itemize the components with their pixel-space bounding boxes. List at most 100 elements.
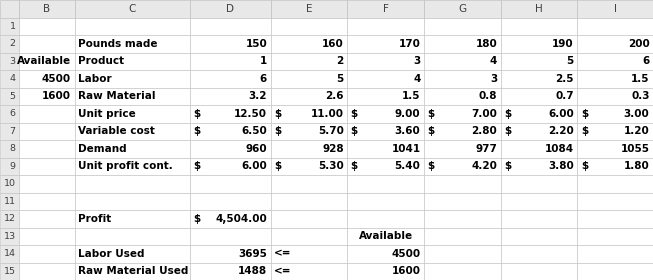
- Text: Profit: Profit: [78, 214, 111, 224]
- Bar: [0, 245, 19, 263]
- Bar: [189, 245, 270, 263]
- Text: Unit profit cont.: Unit profit cont.: [78, 161, 173, 171]
- Bar: [19, 123, 74, 140]
- Text: 5.70: 5.70: [318, 126, 343, 136]
- Bar: [189, 0, 270, 17]
- Text: 14: 14: [4, 249, 16, 258]
- Text: 170: 170: [398, 39, 421, 49]
- Text: Labor Used: Labor Used: [78, 249, 144, 259]
- Bar: [347, 18, 424, 35]
- Text: $: $: [581, 109, 588, 119]
- Bar: [0, 35, 19, 53]
- Bar: [270, 140, 347, 157]
- Bar: [501, 245, 577, 263]
- Bar: [577, 157, 653, 175]
- Bar: [74, 175, 189, 193]
- Text: 1600: 1600: [392, 266, 421, 276]
- Text: $: $: [351, 109, 358, 119]
- Text: Raw Material Used: Raw Material Used: [78, 266, 189, 276]
- Text: 4.20: 4.20: [471, 161, 497, 171]
- Bar: [424, 35, 501, 53]
- Text: 960: 960: [246, 144, 267, 154]
- Bar: [189, 35, 270, 53]
- Bar: [270, 70, 347, 88]
- Bar: [577, 263, 653, 280]
- Text: $: $: [193, 109, 200, 119]
- Bar: [424, 245, 501, 263]
- Bar: [189, 123, 270, 140]
- Text: H: H: [535, 4, 543, 14]
- Text: 190: 190: [552, 39, 574, 49]
- Bar: [501, 263, 577, 280]
- Text: $: $: [274, 126, 281, 136]
- Text: 8: 8: [10, 144, 16, 153]
- Bar: [0, 123, 19, 140]
- Text: 13: 13: [3, 232, 16, 241]
- Text: 10: 10: [4, 179, 16, 188]
- Text: 6.00: 6.00: [548, 109, 574, 119]
- Bar: [0, 227, 19, 245]
- Text: 1084: 1084: [545, 144, 574, 154]
- Bar: [19, 105, 74, 123]
- Bar: [577, 53, 653, 70]
- Bar: [577, 175, 653, 193]
- Text: 0.7: 0.7: [555, 91, 574, 101]
- Text: 0.8: 0.8: [479, 91, 497, 101]
- Bar: [74, 245, 189, 263]
- Bar: [19, 245, 74, 263]
- Bar: [577, 210, 653, 227]
- Text: 1488: 1488: [238, 266, 267, 276]
- Text: $: $: [504, 161, 511, 171]
- Text: Labor: Labor: [78, 74, 112, 84]
- Bar: [0, 175, 19, 193]
- Text: 5: 5: [336, 74, 343, 84]
- Bar: [577, 105, 653, 123]
- Text: $: $: [428, 161, 435, 171]
- Bar: [501, 70, 577, 88]
- Text: 2.20: 2.20: [548, 126, 574, 136]
- Text: 160: 160: [322, 39, 343, 49]
- Bar: [347, 263, 424, 280]
- Text: $: $: [193, 161, 200, 171]
- Bar: [424, 175, 501, 193]
- Bar: [424, 263, 501, 280]
- Text: 4500: 4500: [42, 74, 71, 84]
- Bar: [577, 87, 653, 105]
- Bar: [501, 105, 577, 123]
- Bar: [270, 105, 347, 123]
- Bar: [74, 70, 189, 88]
- Bar: [189, 193, 270, 210]
- Text: C: C: [129, 4, 136, 14]
- Bar: [424, 210, 501, 227]
- Bar: [424, 105, 501, 123]
- Bar: [0, 0, 19, 17]
- Text: 2.80: 2.80: [471, 126, 497, 136]
- Bar: [424, 18, 501, 35]
- Bar: [189, 105, 270, 123]
- Bar: [0, 105, 19, 123]
- Bar: [189, 175, 270, 193]
- Bar: [74, 87, 189, 105]
- Bar: [270, 53, 347, 70]
- Text: 3: 3: [413, 56, 421, 66]
- Bar: [189, 53, 270, 70]
- Text: Unit price: Unit price: [78, 109, 136, 119]
- Bar: [189, 87, 270, 105]
- Bar: [270, 87, 347, 105]
- Bar: [0, 18, 19, 35]
- Bar: [74, 227, 189, 245]
- Bar: [189, 140, 270, 157]
- Text: B: B: [43, 4, 50, 14]
- Text: 3.00: 3.00: [624, 109, 650, 119]
- Text: 3.80: 3.80: [548, 161, 574, 171]
- Text: I: I: [614, 4, 616, 14]
- Bar: [19, 210, 74, 227]
- Bar: [0, 140, 19, 157]
- Text: 1600: 1600: [42, 91, 71, 101]
- Text: E: E: [306, 4, 312, 14]
- Bar: [577, 193, 653, 210]
- Text: Pounds made: Pounds made: [78, 39, 157, 49]
- Bar: [577, 0, 653, 17]
- Text: 928: 928: [322, 144, 343, 154]
- Text: Available: Available: [17, 56, 71, 66]
